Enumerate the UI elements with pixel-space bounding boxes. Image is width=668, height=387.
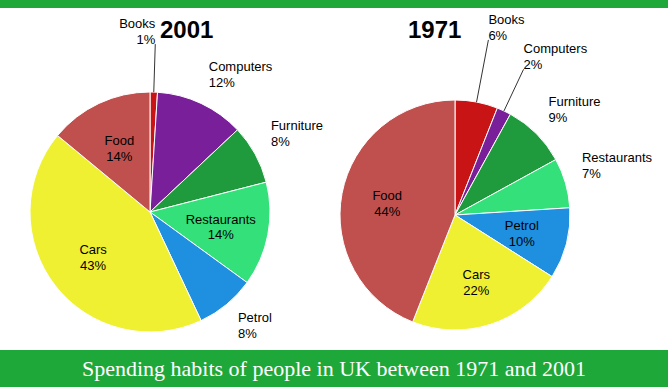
slice-value-label: 7% (582, 166, 601, 181)
pie-chart: Books1%Computers12%Furniture8%Restaurant… (30, 16, 323, 341)
slice-label: Food (105, 133, 135, 148)
slice-value-label: 43% (80, 258, 106, 273)
slice-label: Books (488, 12, 525, 27)
slice-value-label: 14% (106, 149, 132, 164)
slice-label: Food (372, 188, 402, 203)
slice-label: Cars (79, 242, 107, 257)
leader-line (154, 44, 156, 92)
slice-label: Furniture (271, 118, 323, 133)
slice-value-label: 10% (509, 234, 535, 249)
slice-value-label: 8% (271, 134, 290, 149)
slice-value-label: 2% (524, 57, 543, 72)
slice-value-label: 9% (549, 109, 568, 124)
slice-value-label: 12% (209, 75, 235, 90)
slice-label: Books (119, 16, 156, 31)
slice-value-label: 22% (463, 283, 489, 298)
slice-label: Petrol (505, 218, 539, 233)
top-strip (0, 0, 668, 8)
slice-label: Restaurants (186, 211, 257, 226)
slice-value-label: 6% (488, 28, 507, 43)
slice-label: Petrol (238, 310, 272, 325)
slice-label: Computers (209, 59, 273, 74)
slice-label: Restaurants (582, 150, 653, 165)
caption-banner (0, 350, 668, 387)
slice-value-label: 1% (136, 32, 155, 47)
chart-canvas: Books1%Computers12%Furniture8%Restaurant… (0, 0, 668, 387)
leader-line (504, 69, 524, 111)
leader-line (477, 40, 489, 102)
pie-slice (340, 100, 455, 322)
slice-value-label: 14% (208, 227, 234, 242)
slice-label: Computers (524, 41, 588, 56)
pie-slice (58, 92, 150, 212)
chart-title: 2001 (160, 16, 213, 43)
slice-label: Cars (463, 267, 491, 282)
slice-label: Furniture (549, 93, 601, 108)
pie-slice (455, 160, 570, 215)
slice-value-label: 44% (374, 204, 400, 219)
chart-title: 1971 (408, 16, 461, 43)
caption: Spending habits of people in UK between … (82, 356, 586, 381)
slice-value-label: 8% (238, 326, 257, 341)
pie-chart: Books6% Computers2% Furniture9% Restaurants… (340, 12, 653, 330)
